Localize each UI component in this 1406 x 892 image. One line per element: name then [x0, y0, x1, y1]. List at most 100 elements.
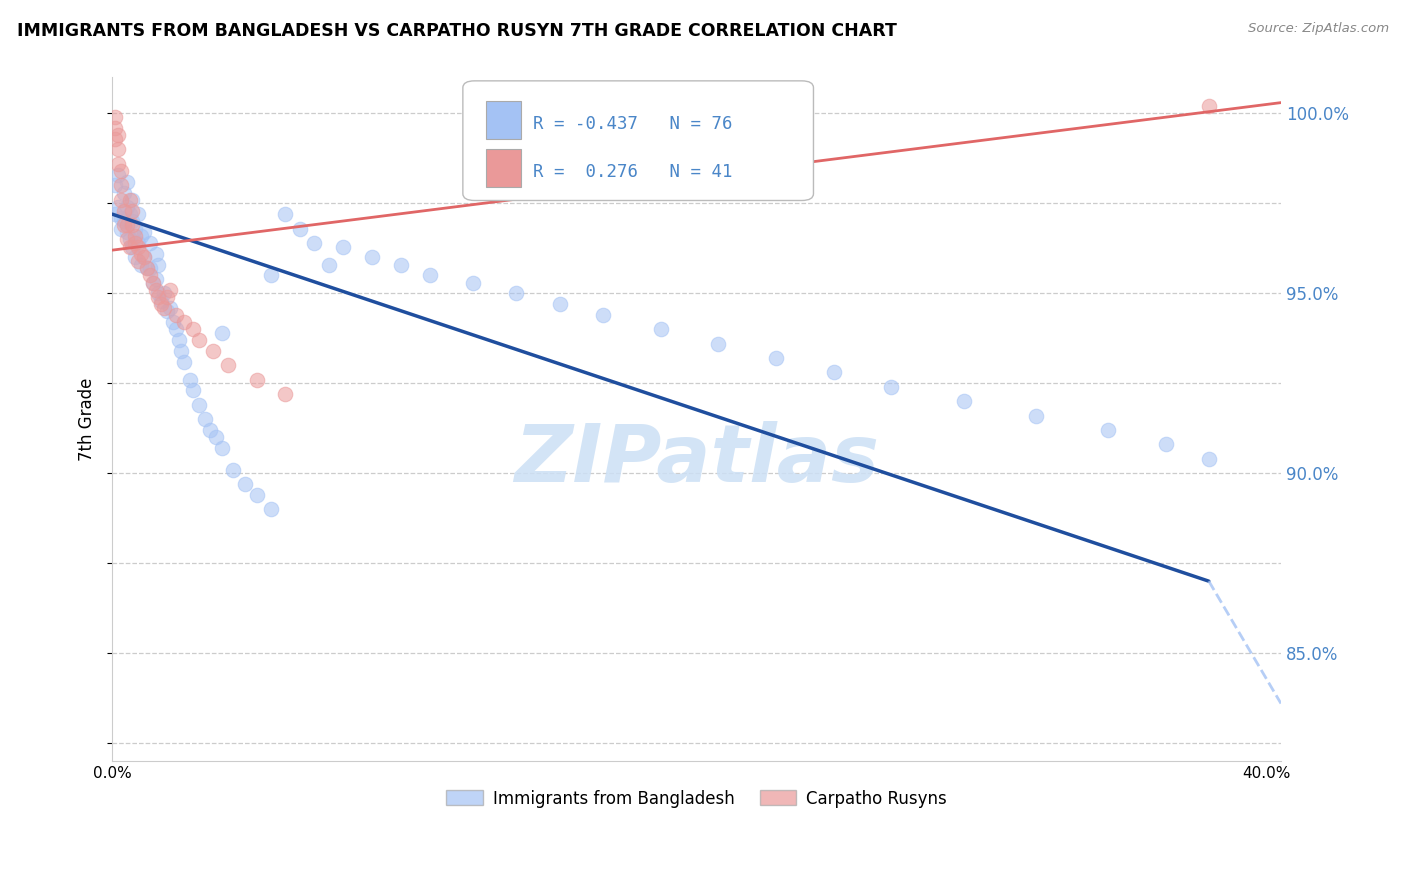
Point: [233, 477, 256, 491]
Point: [1198, 99, 1220, 113]
Point: [167, 333, 190, 347]
Legend: Immigrants from Bangladesh, Carpatho Rusyns: Immigrants from Bangladesh, Carpatho Rus…: [440, 783, 953, 814]
Point: [145, 246, 167, 260]
Point: [1154, 437, 1177, 451]
Point: [127, 207, 149, 221]
Point: [1097, 423, 1119, 437]
Point: [288, 221, 311, 235]
Point: [173, 315, 195, 329]
Point: [129, 258, 152, 272]
Point: [129, 228, 152, 243]
Point: [121, 218, 143, 232]
Point: [162, 315, 184, 329]
Point: [145, 272, 167, 286]
Point: [124, 235, 146, 250]
Point: [115, 218, 138, 232]
Point: [124, 251, 146, 265]
Point: [129, 246, 152, 260]
Point: [110, 193, 132, 207]
Point: [505, 286, 527, 301]
Point: [110, 178, 132, 193]
Point: [132, 225, 155, 239]
Point: [194, 412, 217, 426]
Point: [118, 239, 141, 253]
Point: [318, 258, 340, 272]
Point: [104, 131, 127, 145]
Point: [132, 251, 155, 265]
Point: [135, 261, 157, 276]
Point: [245, 488, 267, 502]
Text: ZIPatlas: ZIPatlas: [515, 421, 879, 500]
Point: [361, 251, 384, 265]
Text: R =  0.276   N = 41: R = 0.276 N = 41: [533, 163, 733, 181]
Point: [118, 232, 141, 246]
Point: [952, 394, 974, 409]
Point: [765, 351, 787, 365]
Point: [118, 193, 141, 207]
Point: [104, 178, 127, 193]
Point: [124, 221, 146, 235]
Point: [170, 343, 193, 358]
Point: [202, 343, 225, 358]
Text: R = -0.437   N = 76: R = -0.437 N = 76: [533, 115, 733, 133]
Point: [823, 366, 845, 380]
Point: [205, 430, 228, 444]
Point: [110, 211, 132, 225]
Point: [132, 251, 155, 265]
Point: [104, 207, 127, 221]
Point: [107, 128, 129, 142]
Point: [217, 359, 239, 373]
Point: [332, 239, 354, 253]
Point: [104, 110, 127, 124]
Point: [112, 214, 135, 228]
Point: [165, 308, 187, 322]
Point: [139, 235, 162, 250]
Point: [121, 193, 143, 207]
Point: [148, 290, 170, 304]
Point: [115, 232, 138, 246]
Point: [187, 398, 209, 412]
Point: [127, 254, 149, 268]
Point: [304, 235, 326, 250]
Point: [118, 207, 141, 221]
Point: [115, 175, 138, 189]
Point: [107, 168, 129, 182]
Point: [112, 203, 135, 218]
Point: [260, 502, 283, 516]
Point: [153, 286, 176, 301]
Point: [115, 200, 138, 214]
Point: [112, 186, 135, 200]
Point: [145, 283, 167, 297]
Point: [124, 228, 146, 243]
Point: [150, 297, 173, 311]
Point: [112, 218, 135, 232]
Text: Source: ZipAtlas.com: Source: ZipAtlas.com: [1249, 22, 1389, 36]
Point: [107, 157, 129, 171]
FancyBboxPatch shape: [486, 149, 522, 186]
Point: [187, 333, 209, 347]
Point: [880, 380, 903, 394]
FancyBboxPatch shape: [463, 81, 814, 201]
Point: [245, 373, 267, 387]
Point: [419, 268, 441, 283]
Point: [142, 276, 165, 290]
FancyBboxPatch shape: [486, 102, 522, 139]
Point: [127, 239, 149, 253]
Point: [139, 268, 162, 283]
Point: [121, 239, 143, 253]
Y-axis label: 7th Grade: 7th Grade: [79, 377, 96, 461]
Point: [148, 286, 170, 301]
Point: [115, 225, 138, 239]
Point: [142, 276, 165, 290]
Point: [211, 326, 233, 340]
Point: [200, 423, 222, 437]
Point: [181, 384, 204, 398]
Point: [107, 200, 129, 214]
Point: [179, 373, 201, 387]
Point: [1198, 451, 1220, 466]
Point: [156, 290, 179, 304]
Point: [104, 120, 127, 135]
Point: [165, 322, 187, 336]
Point: [121, 214, 143, 228]
Point: [153, 301, 176, 315]
